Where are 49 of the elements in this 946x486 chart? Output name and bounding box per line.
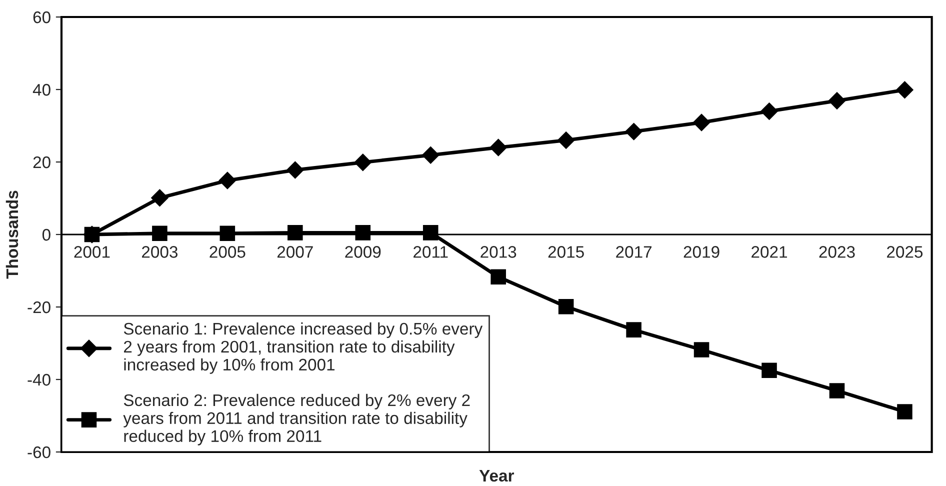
point [220, 226, 236, 242]
point [490, 269, 506, 285]
point [896, 81, 914, 98]
y-tick-label: -40 [28, 374, 50, 386]
y-tick-label: 60 [33, 11, 50, 24]
point [828, 92, 846, 110]
point [760, 102, 778, 120]
x-axis-title: Year [479, 470, 514, 482]
x-tick-label: 2019 [684, 246, 720, 258]
point [694, 342, 710, 358]
y-tick-label: 0 [42, 228, 50, 241]
point [354, 154, 372, 171]
x-tick-label: 2025 [887, 246, 923, 258]
x-tick-label: 2007 [277, 246, 313, 258]
point [218, 172, 236, 190]
point [626, 322, 642, 338]
point [286, 161, 304, 179]
legend-label: Scenario 1: Prevalence increased by 0.5% every 2 years from 2001, transition rate to disability increased by 10% from 2001 [124, 322, 483, 374]
x-tick-label: 2005 [210, 246, 246, 258]
x-tick-label: 2001 [74, 246, 110, 258]
y-tick-label: -20 [28, 301, 50, 314]
x-tick-label: 2021 [752, 246, 787, 258]
point [490, 138, 507, 156]
y-tick-label: 20 [33, 156, 50, 168]
x-tick-label: 2017 [616, 246, 652, 258]
x-tick-label: 2003 [142, 246, 178, 258]
y-tick-label: -60 [28, 446, 50, 458]
point [829, 383, 845, 398]
point [151, 189, 168, 206]
point [558, 132, 575, 149]
point [288, 225, 303, 240]
x-tick-label: 2015 [548, 246, 584, 258]
x-tick-label: 2013 [480, 246, 516, 258]
point [558, 298, 574, 314]
x-tick-label: 2009 [345, 246, 381, 258]
x-tick-label: 2011 [414, 246, 448, 258]
point [422, 225, 438, 240]
point [152, 226, 168, 242]
point [692, 114, 710, 132]
point [762, 362, 777, 378]
point [422, 146, 440, 164]
point [84, 226, 100, 242]
point [897, 404, 912, 420]
point [625, 123, 642, 140]
legend-label: Scenario 2: Prevalence reduced by 2% every 2 years from 2011 and transition rate to disability reduced by 10% from 2011 [123, 394, 470, 446]
x-tick-label: 2023 [819, 246, 855, 258]
y-tick-label: 40 [32, 84, 50, 96]
point [355, 225, 371, 240]
y-axis-title: Thousands [6, 190, 18, 279]
